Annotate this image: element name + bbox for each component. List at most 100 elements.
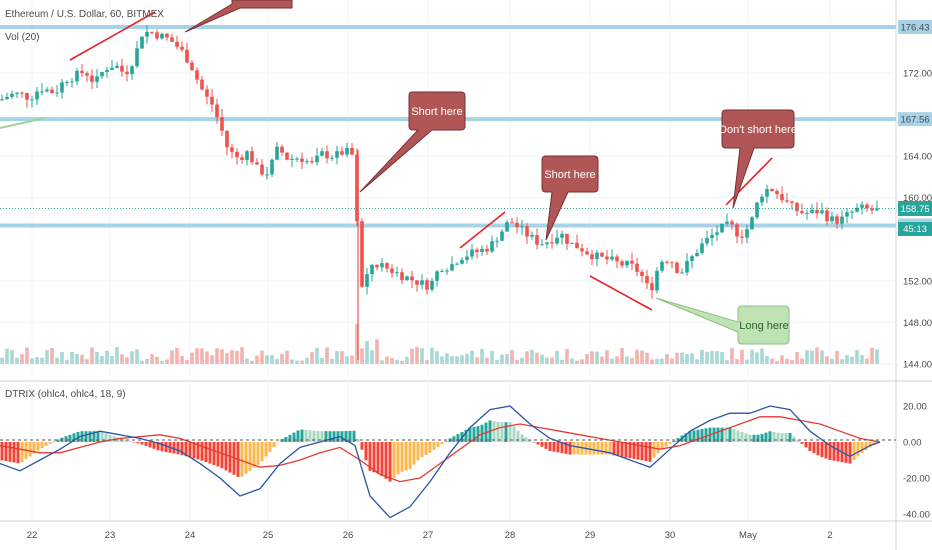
histogram-bar bbox=[544, 442, 548, 449]
candle-body bbox=[415, 280, 419, 285]
candle-body bbox=[80, 70, 84, 74]
volume-bar bbox=[260, 350, 264, 364]
histogram-bar bbox=[804, 442, 808, 448]
volume-bar bbox=[280, 353, 284, 364]
candle-body bbox=[685, 260, 689, 273]
time-tick-label: 26 bbox=[343, 530, 354, 541]
volume-bar bbox=[495, 360, 499, 364]
histogram-bar bbox=[300, 429, 304, 442]
volume-bar bbox=[585, 354, 589, 364]
volume-bar bbox=[800, 358, 804, 364]
price-tick-label: 164.00 bbox=[903, 152, 932, 163]
price-axis[interactable]: 176.43172.00167.56164.00160.00157.33152.… bbox=[898, 20, 932, 371]
volume-bar bbox=[225, 353, 229, 364]
volume-bar bbox=[650, 359, 654, 364]
candle-body bbox=[710, 234, 714, 239]
candle-body bbox=[275, 146, 279, 160]
histogram-bar bbox=[644, 442, 648, 462]
histogram-bar bbox=[56, 439, 60, 442]
candle-body bbox=[280, 146, 284, 153]
histogram-bar bbox=[320, 431, 324, 442]
candle-body bbox=[815, 209, 819, 214]
histogram-bar bbox=[52, 441, 56, 443]
price-tick-label: 176.43 bbox=[900, 23, 929, 34]
candle-body bbox=[405, 276, 409, 281]
callout-short-1[interactable]: Short here bbox=[359, 91, 466, 193]
candle-body bbox=[875, 208, 879, 211]
volume-bar bbox=[815, 347, 819, 364]
volume-bar bbox=[215, 348, 219, 364]
volume-bar bbox=[825, 356, 829, 364]
volume-bar bbox=[290, 359, 294, 364]
volume-bar bbox=[245, 358, 249, 364]
candle-body bbox=[805, 212, 809, 214]
candle-body bbox=[410, 276, 414, 281]
candle-body bbox=[715, 232, 719, 235]
candle-body bbox=[475, 249, 479, 252]
trend-lines[interactable] bbox=[0, 11, 773, 311]
histogram-bar bbox=[492, 421, 496, 442]
trend-line[interactable] bbox=[459, 211, 506, 249]
histogram-bar bbox=[704, 428, 708, 442]
candle-body bbox=[140, 36, 144, 49]
candle-body bbox=[625, 260, 629, 266]
candle-body bbox=[440, 270, 444, 272]
callout-short-2[interactable]: Short here bbox=[541, 155, 599, 241]
callout-top-left[interactable] bbox=[184, 0, 293, 33]
trend-line[interactable] bbox=[725, 157, 773, 206]
histogram-bar bbox=[400, 442, 404, 472]
histogram-bar bbox=[520, 434, 524, 442]
trend-line[interactable] bbox=[589, 275, 653, 311]
candle-body bbox=[565, 233, 569, 244]
candle-body bbox=[165, 33, 169, 38]
trend-line[interactable] bbox=[0, 117, 46, 129]
histogram-bar bbox=[664, 442, 668, 447]
histogram-bar bbox=[748, 434, 752, 442]
candle-body bbox=[340, 151, 344, 155]
callout-long[interactable]: Long here bbox=[655, 297, 790, 345]
volume-bar bbox=[565, 348, 569, 364]
volume-bar bbox=[330, 358, 334, 364]
histogram-bar bbox=[552, 442, 556, 452]
callout-dont-short[interactable]: Don't short here bbox=[719, 109, 797, 209]
volume-bar bbox=[185, 360, 189, 364]
price-tick-label: 172.00 bbox=[903, 69, 932, 80]
candle-body bbox=[105, 69, 109, 73]
histogram-bar bbox=[568, 442, 572, 455]
histogram-bar bbox=[144, 442, 148, 446]
candle-body bbox=[765, 189, 769, 197]
trend-line[interactable] bbox=[69, 11, 156, 61]
histogram-bar bbox=[712, 427, 716, 442]
volume-bar bbox=[95, 352, 99, 364]
indicator-axis[interactable]: 20.00 0.00 -20.00 -40.00 bbox=[903, 402, 930, 521]
histogram-bar bbox=[128, 441, 132, 442]
candle-body bbox=[195, 70, 199, 80]
histogram-bar bbox=[832, 442, 836, 461]
candle-body bbox=[830, 216, 834, 222]
volume-bar bbox=[130, 351, 134, 364]
histogram-bar bbox=[592, 442, 596, 455]
candle-body bbox=[760, 196, 764, 203]
candle-body bbox=[155, 32, 159, 39]
volume-bar bbox=[15, 357, 19, 364]
histogram-bar bbox=[396, 442, 400, 475]
candle-body bbox=[690, 256, 694, 261]
candle-body bbox=[170, 37, 174, 42]
time-tick-label: 24 bbox=[185, 530, 196, 541]
histogram-bar bbox=[92, 431, 96, 442]
candle-body bbox=[230, 147, 234, 152]
time-axis[interactable]: 22 23 24 25 26 27 28 29 30 May 2 bbox=[27, 530, 833, 541]
time-tick-label: 29 bbox=[585, 530, 596, 541]
volume-bar bbox=[440, 356, 444, 364]
candle-body bbox=[145, 31, 149, 37]
histogram-bar bbox=[8, 442, 12, 462]
volume-bar bbox=[785, 358, 789, 364]
volume-bar bbox=[380, 360, 384, 364]
histogram-bar bbox=[616, 442, 620, 457]
volume-bar bbox=[840, 359, 844, 364]
histogram-bar bbox=[864, 442, 868, 451]
histogram-bar bbox=[248, 442, 252, 471]
candle-body bbox=[870, 208, 874, 211]
histogram-bar bbox=[388, 442, 392, 482]
